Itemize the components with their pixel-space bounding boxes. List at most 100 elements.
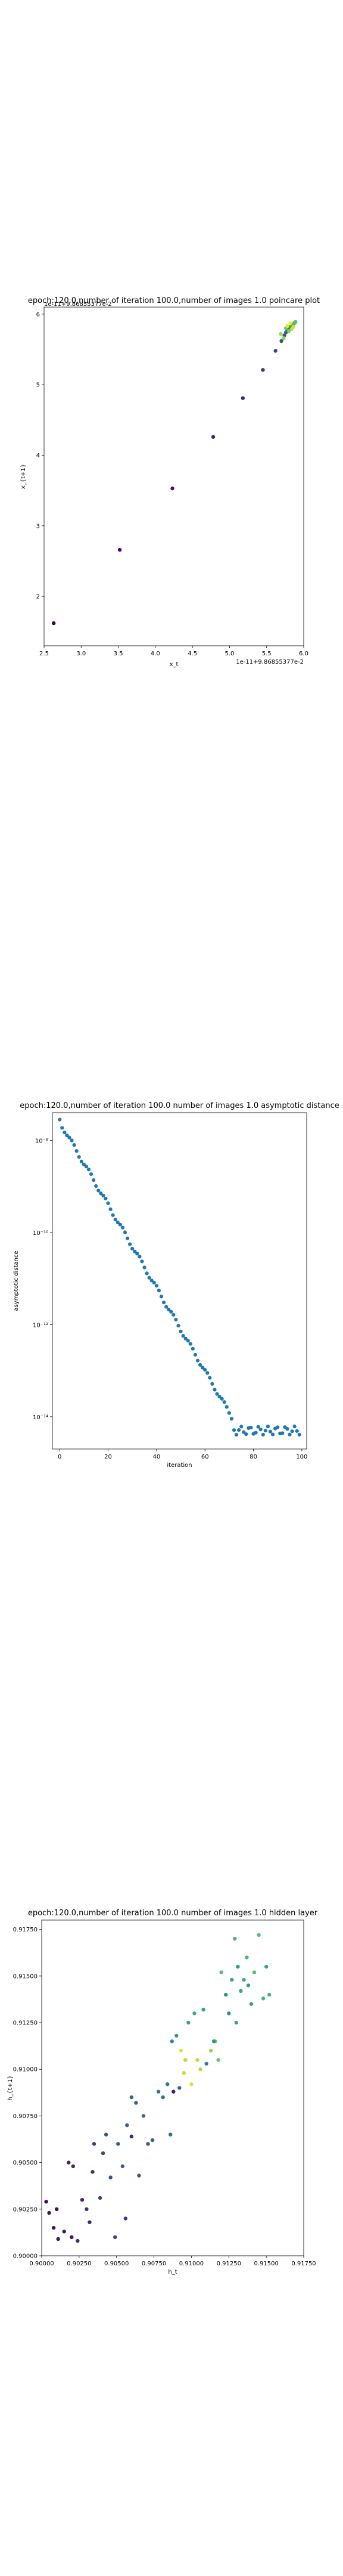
data-point: [138, 1255, 142, 1259]
data-point: [134, 2101, 138, 2105]
plot-frame: [43, 306, 304, 646]
data-point: [141, 2114, 146, 2118]
data-point: [170, 2039, 174, 2044]
y-tick-label: 10⁻¹²: [33, 1322, 48, 1329]
data-point: [195, 2058, 199, 2062]
x-tick-label: 0.90000: [29, 2261, 54, 2267]
chart-title: epoch:120.0,number of iteration 100.0,nu…: [28, 296, 320, 305]
data-point: [67, 2160, 71, 2165]
data-point: [216, 2058, 220, 2062]
data-point: [181, 1334, 185, 1338]
x-tick-label: 0.91250: [217, 2261, 241, 2267]
data-point: [170, 486, 174, 491]
data-point: [150, 2138, 155, 2142]
data-point: [116, 1220, 120, 1225]
data-point: [219, 1970, 223, 1974]
data-point: [91, 2170, 95, 2174]
data-point: [268, 1429, 273, 1433]
data-point: [227, 2011, 231, 2015]
data-point: [54, 2207, 59, 2212]
data-point: [142, 1265, 146, 1270]
x-tick-label: 0: [58, 1454, 61, 1460]
x-tick-label: 0.91750: [291, 2261, 316, 2267]
data-point: [123, 2216, 127, 2221]
data-point: [113, 2235, 117, 2239]
data-point: [169, 1309, 173, 1314]
data-point: [154, 1284, 158, 1288]
data-point: [146, 2142, 150, 2146]
data-point: [129, 2095, 134, 2100]
x-tick-label: 40: [152, 1454, 160, 1460]
data-point: [286, 329, 291, 333]
data-point: [186, 2020, 191, 2025]
data-point: [135, 1252, 139, 1256]
data-point: [234, 2020, 239, 2025]
data-point: [98, 2196, 102, 2200]
data-point: [211, 435, 216, 439]
data-point: [161, 1301, 166, 1305]
x-tick-label: 0.90500: [104, 2261, 129, 2267]
data-point: [188, 1342, 192, 1346]
data-point: [210, 1382, 214, 1386]
data-point: [172, 1312, 176, 1317]
data-point: [213, 1388, 217, 1392]
data-point: [227, 1411, 231, 1415]
data-point: [113, 1218, 117, 1222]
y-tick-label: 6: [36, 311, 40, 318]
data-point: [120, 2164, 124, 2169]
data-point: [182, 2071, 186, 2075]
y-axis-label: asymptotic distance: [13, 1250, 20, 1311]
data-point: [71, 2164, 76, 2169]
x-axis-label: h_t: [168, 2269, 177, 2275]
data-point: [294, 320, 298, 324]
data-point: [63, 1131, 67, 1135]
data-point: [101, 1193, 105, 1198]
data-point: [279, 332, 283, 336]
x-tick-label: 0.91000: [179, 2261, 204, 2267]
data-point: [62, 2230, 66, 2234]
data-point: [58, 1117, 62, 1122]
data-point: [232, 1428, 236, 1432]
data-point: [60, 1126, 64, 1130]
data-point: [270, 1432, 275, 1436]
x-tick-label: 0.90750: [142, 2261, 166, 2267]
data-point: [279, 339, 283, 343]
data-point: [125, 2123, 129, 2128]
data-point: [167, 1308, 171, 1312]
data-point: [261, 1996, 266, 2001]
data-point: [86, 1168, 91, 1172]
data-point: [123, 1230, 127, 1234]
x-axis-label: iteration: [167, 1462, 192, 1469]
data-point: [106, 1201, 110, 1205]
data-point: [254, 1431, 258, 1435]
data-point: [267, 1992, 272, 1997]
data-point: [89, 1172, 93, 1176]
y-tick-label: 0.90250: [13, 2206, 38, 2213]
y-tick-label: 0.90750: [13, 2113, 38, 2120]
data-point: [292, 1425, 297, 1429]
data-point: [276, 1425, 280, 1429]
data-point: [96, 1188, 101, 1193]
data-point: [147, 1275, 151, 1280]
data-point: [76, 2238, 80, 2243]
data-point: [186, 1339, 190, 1343]
data-point: [111, 1213, 115, 1217]
x-offset-text: 1e-11+9.86855377e-2: [236, 659, 304, 665]
data-point: [193, 1352, 198, 1357]
y-tick-label: 0.90500: [13, 2160, 38, 2166]
data-point: [179, 1329, 183, 1334]
data-point: [258, 1428, 263, 1432]
x-tick-label: 20: [104, 1454, 112, 1460]
x-tick-label: 6.0: [299, 651, 308, 657]
data-point: [224, 1405, 229, 1409]
data-point: [241, 396, 245, 400]
data-point: [239, 1425, 244, 1429]
x-tick-label: 5.0: [224, 651, 234, 657]
data-point: [166, 2082, 170, 2086]
data-point: [203, 1368, 207, 1372]
data-point: [189, 2082, 194, 2086]
x-tick-label: 3.5: [114, 651, 123, 657]
